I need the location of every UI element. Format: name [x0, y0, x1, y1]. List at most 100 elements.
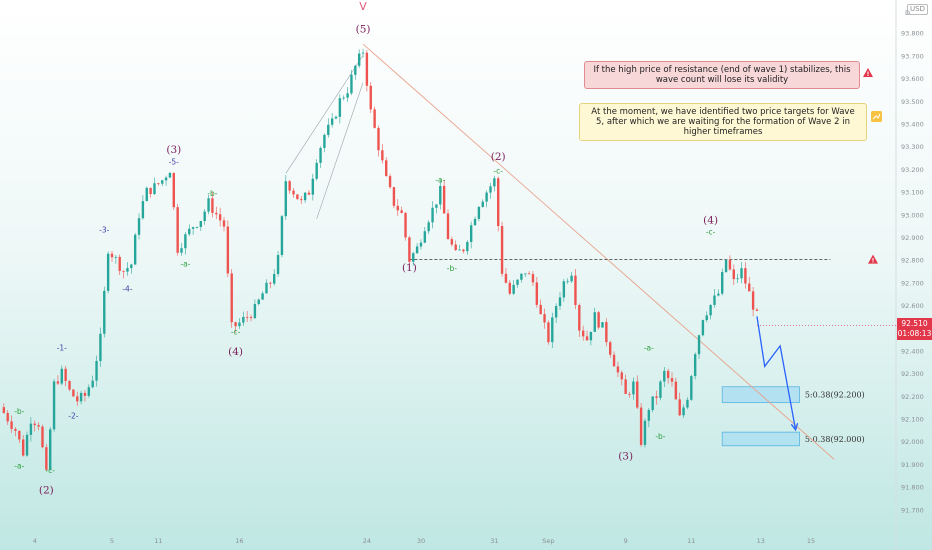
candle-body	[439, 185, 442, 205]
note-warning-icon-mark: !	[867, 71, 870, 78]
candle-body	[593, 312, 596, 332]
candle-body	[446, 213, 450, 240]
candle-body	[740, 268, 743, 279]
candle-body	[60, 368, 63, 384]
subwave-label: -1-	[57, 343, 67, 352]
candle-body	[493, 178, 496, 187]
candle-body	[431, 207, 434, 223]
candle-body	[686, 399, 689, 408]
candle-body	[369, 85, 372, 110]
price-axis-label: 92.400	[901, 347, 924, 355]
candle-body	[701, 320, 705, 336]
candle-body	[442, 185, 446, 214]
candle-body	[21, 439, 25, 456]
price-axis-label: 92.900	[901, 234, 924, 242]
candle-body	[118, 256, 121, 271]
candle-body	[2, 407, 6, 413]
candle-body	[388, 176, 392, 188]
candle-body	[346, 93, 349, 98]
candle-body	[153, 183, 156, 195]
candle-body	[377, 127, 380, 151]
candle-body	[56, 381, 60, 384]
candle-body	[25, 434, 29, 456]
time-axis-label: 31	[490, 537, 498, 545]
candle-body	[624, 379, 627, 394]
target-zone	[721, 431, 800, 447]
candle-body	[149, 187, 152, 195]
candle-body	[643, 420, 647, 445]
candle-body	[334, 116, 338, 119]
bar-countdown: 01:08:13	[897, 329, 932, 338]
candle-body	[620, 372, 623, 380]
candle-body	[647, 410, 651, 421]
subwave-label: -b-	[655, 432, 665, 441]
candle-body	[72, 389, 75, 397]
time-axis-label: 30	[417, 537, 425, 545]
wave-label: (5)	[356, 24, 371, 36]
candle-body	[670, 378, 674, 382]
subwave-label: -b-	[447, 264, 457, 273]
price-axis-label: 92.100	[901, 416, 924, 424]
candle-body	[14, 428, 17, 431]
price-axis-label: 93.200	[901, 166, 924, 174]
price-axis-label: 92.700	[901, 279, 924, 287]
candle-body	[257, 299, 260, 305]
candle-body	[164, 177, 168, 181]
wave-label: (4)	[703, 214, 718, 226]
projection-arrowhead	[790, 422, 799, 432]
candle-body	[83, 392, 87, 396]
time-axis-label: 15	[807, 537, 815, 545]
candle-body	[280, 216, 284, 256]
invalidation-note: If the high price of resistance (end of …	[584, 61, 860, 89]
candle-body	[6, 412, 9, 422]
candle-body	[222, 220, 226, 227]
candle-body	[49, 429, 52, 470]
candle-body	[524, 273, 527, 275]
candle-body	[145, 187, 148, 202]
resistance-warning-icon	[868, 254, 878, 264]
candle-body	[462, 249, 465, 252]
candle-body	[551, 317, 554, 343]
time-axis-label: Sep	[542, 537, 554, 545]
candle-body	[589, 331, 593, 341]
subwave-label: -c-	[45, 466, 55, 475]
candle-body	[249, 317, 253, 319]
candle-body	[296, 194, 299, 200]
candle-body	[450, 239, 454, 245]
candle-body	[690, 376, 693, 400]
candle-body	[605, 322, 608, 343]
price-axis-label: 91.800	[901, 484, 924, 492]
subwave-label: -c-	[493, 166, 503, 175]
candle-body	[539, 304, 542, 315]
candle-body	[400, 210, 403, 213]
candle-body	[489, 186, 492, 193]
price-axis-label: 93.500	[901, 98, 924, 106]
candle-body	[396, 205, 399, 211]
currency-badge[interactable]: USD	[907, 4, 928, 15]
candle-body	[253, 304, 257, 319]
candle-body	[535, 282, 539, 305]
candle-body	[79, 392, 83, 402]
candle-body	[508, 282, 511, 294]
subwave-label: -a-	[14, 461, 24, 470]
time-axis-label: 4	[33, 537, 37, 545]
candle-body	[415, 246, 419, 254]
candle-body	[663, 370, 666, 382]
candle-body	[666, 370, 670, 379]
price-axis-label: 92.000	[901, 438, 924, 446]
price-axis-label: 93.800	[901, 30, 924, 38]
candle-body	[323, 134, 326, 148]
candle-body	[616, 366, 620, 373]
candle-body	[485, 192, 488, 202]
candle-body	[211, 198, 214, 213]
candle-body	[566, 281, 569, 283]
candle-body	[226, 226, 230, 274]
candle-body	[203, 211, 206, 222]
candle-body	[531, 274, 535, 283]
candle-body	[52, 381, 56, 430]
price-axis-label: 92.600	[901, 302, 924, 310]
candle-body	[330, 118, 334, 125]
candle-body	[195, 226, 199, 228]
